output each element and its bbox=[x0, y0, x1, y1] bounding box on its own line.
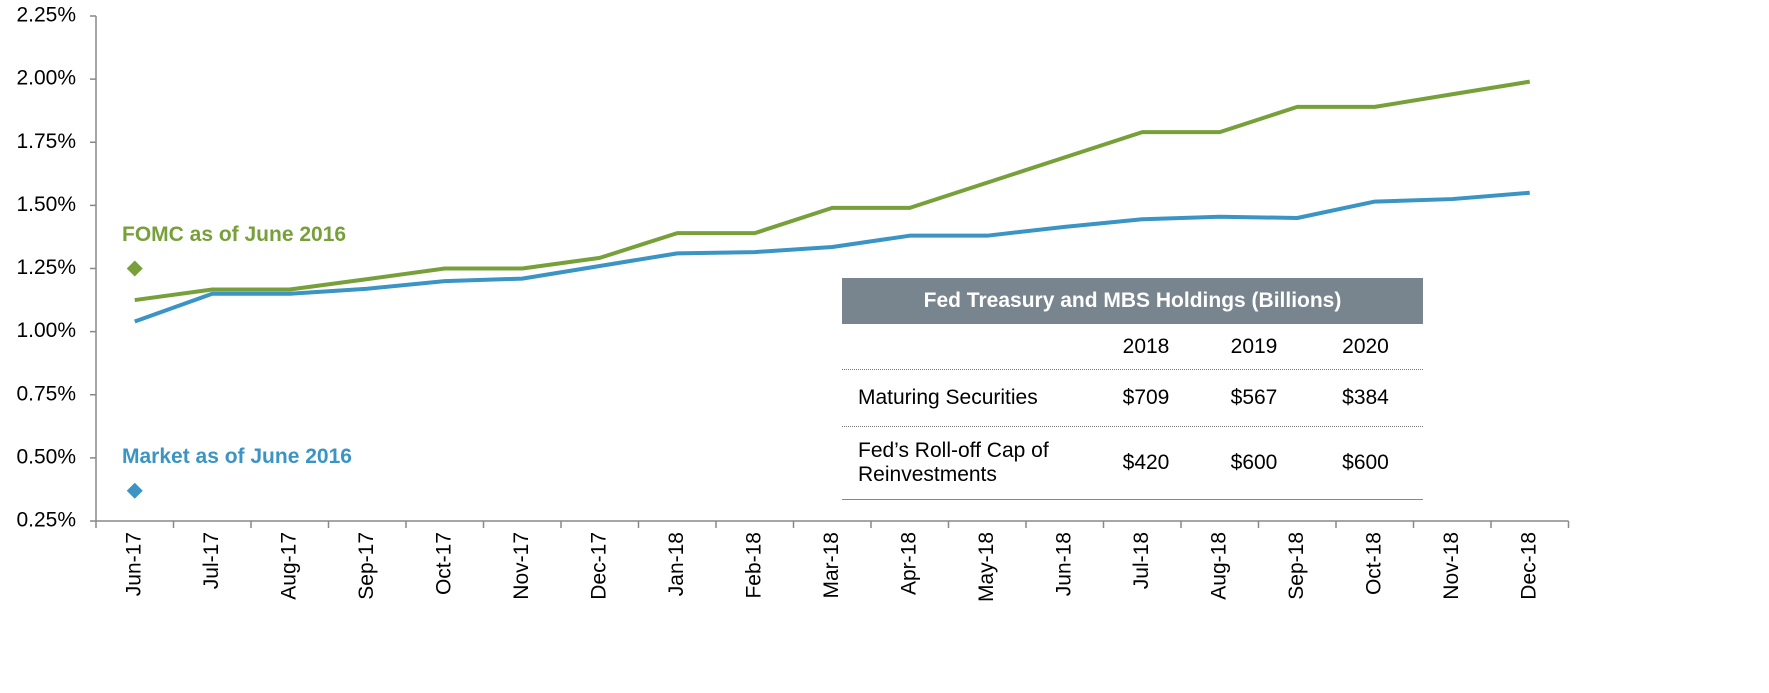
x-tick-label: Dec-18 bbox=[1517, 532, 1540, 600]
cell: $420 bbox=[1122, 451, 1170, 474]
column-header: 2019 bbox=[1230, 334, 1278, 358]
series-line bbox=[134, 190, 1530, 324]
marker-label: Market as of June 2016 bbox=[122, 445, 352, 468]
row-label: Maturing Securities bbox=[858, 386, 1038, 409]
y-tick-label: 1.25% bbox=[16, 256, 76, 279]
marker-diamond bbox=[126, 260, 143, 277]
y-tick-label: 0.50% bbox=[16, 445, 76, 468]
x-tick-label: Sep-18 bbox=[1285, 532, 1308, 600]
x-tick-label: Apr-18 bbox=[897, 532, 920, 595]
y-tick-label: 2.00% bbox=[16, 67, 76, 90]
y-tick-label: 2.25% bbox=[16, 4, 76, 27]
x-tick-label: Jun-17 bbox=[122, 532, 145, 596]
x-tick-label: Jan-18 bbox=[665, 532, 688, 596]
x-tick-label: Sep-17 bbox=[355, 532, 378, 600]
x-tick-label: Mar-18 bbox=[820, 532, 843, 599]
column-header: 2020 bbox=[1342, 334, 1389, 358]
x-tick-label: Nov-17 bbox=[510, 532, 533, 600]
x-tick-label: Aug-18 bbox=[1207, 532, 1230, 600]
series-line bbox=[134, 79, 1531, 303]
marker-label: FOMC as of June 2016 bbox=[122, 223, 346, 246]
table-title: Fed Treasury and MBS Holdings (Billions) bbox=[842, 278, 1423, 324]
row-label: Fed’s Roll-off Cap of Reinvestments bbox=[858, 439, 1049, 486]
x-tick-label: Jul-18 bbox=[1130, 532, 1153, 589]
cell: $600 bbox=[1342, 451, 1389, 474]
y-tick-label: 1.00% bbox=[16, 319, 76, 342]
y-tick-label: 1.75% bbox=[16, 130, 76, 153]
y-tick-label: 0.75% bbox=[16, 382, 76, 405]
x-tick-label: May-18 bbox=[975, 532, 998, 602]
table-row: Maturing Securities $709 $567 $384 bbox=[842, 370, 1423, 427]
y-tick-label: 1.50% bbox=[16, 193, 76, 216]
holdings-table: Fed Treasury and MBS Holdings (Billions)… bbox=[842, 278, 1423, 500]
x-tick-label: Feb-18 bbox=[742, 532, 765, 599]
x-tick-label: Oct-18 bbox=[1362, 532, 1385, 595]
x-tick-label: Jun-18 bbox=[1052, 532, 1075, 596]
x-tick-label: Aug-17 bbox=[277, 532, 300, 600]
x-tick-label: Jul-17 bbox=[200, 532, 223, 589]
table-row: Fed’s Roll-off Cap of Reinvestments $420… bbox=[842, 427, 1423, 500]
x-tick-label: Oct-17 bbox=[432, 532, 455, 595]
cell: $709 bbox=[1122, 386, 1170, 409]
x-tick-label: Nov-18 bbox=[1440, 532, 1463, 600]
marker-diamond bbox=[126, 482, 143, 499]
table-header-row: 2018 2019 2020 bbox=[842, 324, 1423, 370]
cell: $384 bbox=[1342, 386, 1389, 409]
x-tick-label: Dec-17 bbox=[587, 532, 610, 600]
y-tick-label: 0.25% bbox=[16, 509, 76, 532]
cell: $567 bbox=[1230, 386, 1278, 409]
column-header: 2018 bbox=[1122, 334, 1170, 358]
cell: $600 bbox=[1230, 451, 1278, 474]
